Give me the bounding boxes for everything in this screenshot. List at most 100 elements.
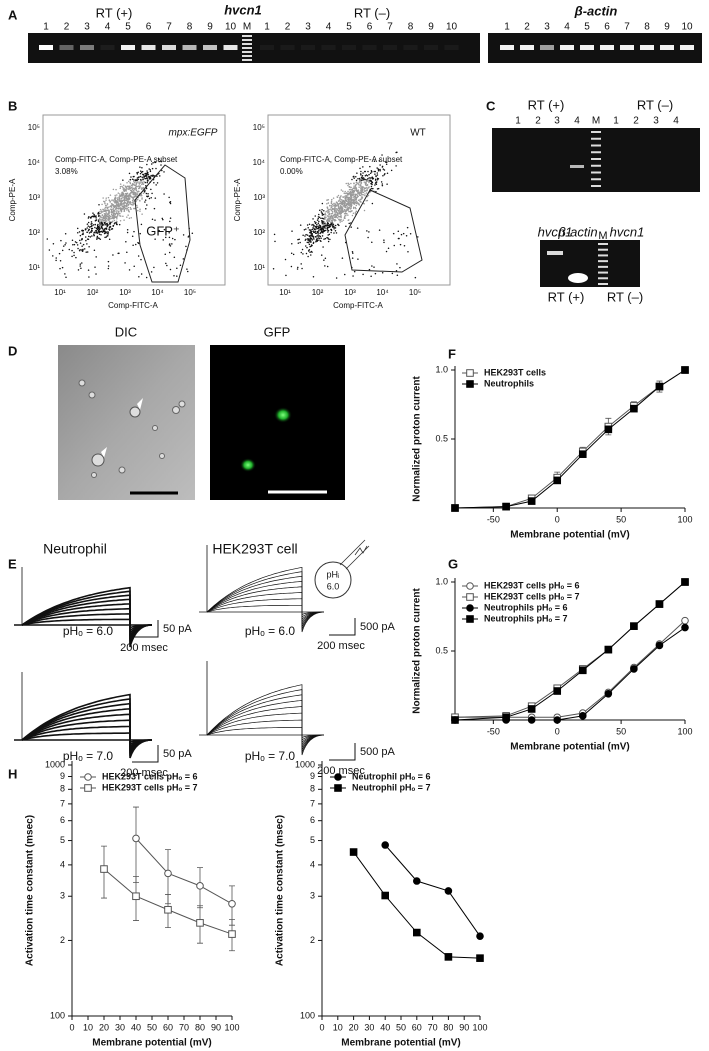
event-dot (125, 207, 127, 210)
ladder-band (598, 243, 608, 245)
event-dot (116, 210, 118, 212)
lane-number: 2 (524, 22, 530, 33)
event-dot (366, 230, 368, 232)
lane-label: hvcn1 (538, 224, 573, 239)
event-dot (94, 220, 97, 222)
event-dot (334, 209, 337, 211)
event-dot (368, 268, 371, 271)
event-dot (101, 220, 103, 222)
event-dot (119, 193, 121, 195)
event-dot (308, 223, 311, 226)
event-dot (122, 188, 124, 190)
series-line (455, 627, 686, 721)
event-dot (333, 218, 335, 221)
event-dot (108, 218, 111, 220)
event-dot (322, 246, 324, 248)
event-dot (321, 212, 324, 215)
event-dot (356, 172, 358, 174)
y-tick-label: 1.0 (435, 576, 448, 586)
event-dot (358, 194, 361, 196)
data-point (681, 366, 689, 374)
event-dot (133, 200, 135, 203)
event-dot (106, 213, 108, 216)
y-tick-label: 7 (310, 798, 315, 808)
y-tick-label: 5 (310, 835, 315, 845)
event-dot (82, 248, 84, 251)
event-dot (310, 229, 312, 231)
event-dot (76, 227, 79, 230)
event-dot (120, 208, 122, 210)
event-dot (117, 192, 120, 194)
event-dot (130, 208, 132, 210)
event-dot (96, 228, 99, 231)
event-dot (137, 178, 140, 181)
event-dot (64, 232, 67, 235)
event-dot (169, 245, 172, 247)
lane-label: hvcn1 (610, 224, 645, 239)
event-dot (345, 204, 348, 206)
event-dot (154, 161, 157, 164)
event-dot (114, 216, 116, 219)
event-dot (274, 240, 276, 243)
event-dot (88, 245, 90, 248)
event-dot (98, 233, 101, 235)
event-dot (366, 189, 368, 192)
event-dot (357, 195, 359, 197)
y-tick-label: 1000 (295, 759, 315, 769)
event-dot (113, 219, 116, 222)
event-dot (353, 177, 355, 179)
event-dot (108, 228, 110, 230)
event-dot (342, 211, 345, 213)
x-tick-label: 100 (224, 1022, 239, 1032)
x-tick-label: 50 (147, 1022, 157, 1032)
current-trace (21, 598, 153, 640)
event-dot (353, 201, 355, 204)
event-dot (121, 185, 123, 188)
event-dot (133, 265, 135, 267)
event-dot (353, 185, 355, 187)
rt-label: RT (–) (637, 97, 673, 112)
event-dot (162, 218, 164, 221)
event-dot (101, 230, 103, 233)
event-dot (146, 163, 148, 166)
gel-band (321, 45, 336, 50)
event-dot (132, 191, 134, 194)
event-dot (147, 179, 149, 181)
event-dot (395, 269, 398, 272)
lane-number: 10 (225, 22, 237, 33)
ladder-band (598, 254, 608, 257)
event-dot (105, 197, 107, 199)
x-tick-label: 10¹ (279, 288, 291, 297)
event-dot (120, 206, 122, 209)
event-dot (122, 184, 125, 187)
event-dot (316, 219, 319, 221)
event-dot (331, 203, 334, 206)
event-dot (368, 231, 370, 233)
y-tick-label: 10⁴ (253, 158, 266, 167)
event-dot (102, 197, 104, 199)
event-dot (83, 213, 86, 215)
event-dot (134, 184, 136, 187)
event-dot (361, 193, 363, 196)
event-dot (109, 194, 112, 196)
current-trace (206, 598, 325, 618)
event-dot (135, 186, 137, 189)
scale-label: 500 pA (360, 621, 396, 633)
event-dot (142, 182, 144, 185)
lane-number: 6 (146, 22, 152, 33)
gel-band (59, 45, 74, 50)
event-dot (132, 183, 134, 186)
y-axis-label: Activation time constant (msec) (275, 815, 286, 966)
event-dot (369, 177, 372, 179)
lane-number: 7 (387, 22, 393, 33)
event-dot (120, 203, 122, 205)
event-dot (81, 249, 83, 251)
event-dot (127, 203, 130, 206)
event-dot (362, 193, 364, 196)
event-dot (87, 229, 90, 232)
event-dot (77, 247, 79, 250)
lane-number: 3 (305, 22, 311, 33)
event-dot (162, 239, 164, 241)
event-dot (103, 232, 106, 235)
event-dot (360, 196, 363, 198)
